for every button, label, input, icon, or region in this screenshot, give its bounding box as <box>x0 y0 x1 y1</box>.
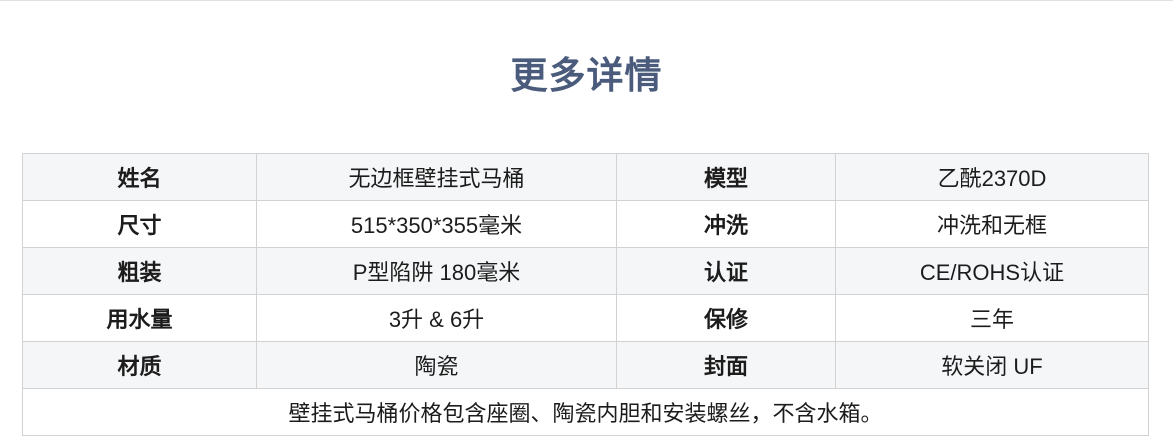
footer-note-row: 壁挂式马桶价格包含座圈、陶瓷内胆和安装螺丝，不含水箱。 <box>22 388 1149 436</box>
section-title: 更多详情 <box>510 55 663 96</box>
top-divider <box>0 0 1173 1</box>
spec-value-size: 515*350*355毫米 <box>256 200 617 248</box>
spec-value-flush: 冲洗和无框 <box>835 200 1149 248</box>
spec-label-size: 尺寸 <box>22 200 257 248</box>
spec-label-cover: 封面 <box>616 341 836 389</box>
spec-label-water-usage: 用水量 <box>22 294 257 342</box>
spec-value-name: 无边框壁挂式马桶 <box>256 153 617 201</box>
spec-label-warranty: 保修 <box>616 294 836 342</box>
footer-note-cell: 壁挂式马桶价格包含座圈、陶瓷内胆和安装螺丝，不含水箱。 <box>22 388 1149 436</box>
spec-row-5: 材质 陶瓷 封面 软关闭 UF <box>22 341 1149 389</box>
spec-row-3: 粗装 P型陷阱 180毫米 认证 CE/ROHS认证 <box>22 247 1149 295</box>
spec-label-roughin: 粗装 <box>22 247 257 295</box>
spec-row-4: 用水量 3升 & 6升 保修 三年 <box>22 294 1149 342</box>
spec-label-material: 材质 <box>22 341 257 389</box>
spec-label-certification: 认证 <box>616 247 836 295</box>
spec-value-water-usage: 3升 & 6升 <box>256 294 617 342</box>
spec-value-roughin: P型陷阱 180毫米 <box>256 247 617 295</box>
spec-value-cover: 软关闭 UF <box>835 341 1149 389</box>
spec-row-1: 姓名 无边框壁挂式马桶 模型 乙酰2370D <box>22 153 1149 201</box>
spec-value-warranty: 三年 <box>835 294 1149 342</box>
product-details-table: 姓名 无边框壁挂式马桶 模型 乙酰2370D 尺寸 515*350*355毫米 … <box>22 153 1149 436</box>
spec-label-model: 模型 <box>616 153 836 201</box>
spec-value-material: 陶瓷 <box>256 341 617 389</box>
spec-value-model: 乙酰2370D <box>835 153 1149 201</box>
spec-row-2: 尺寸 515*350*355毫米 冲洗 冲洗和无框 <box>22 200 1149 248</box>
spec-label-flush: 冲洗 <box>616 200 836 248</box>
spec-label-name: 姓名 <box>22 153 257 201</box>
spec-value-certification: CE/ROHS认证 <box>835 247 1149 295</box>
